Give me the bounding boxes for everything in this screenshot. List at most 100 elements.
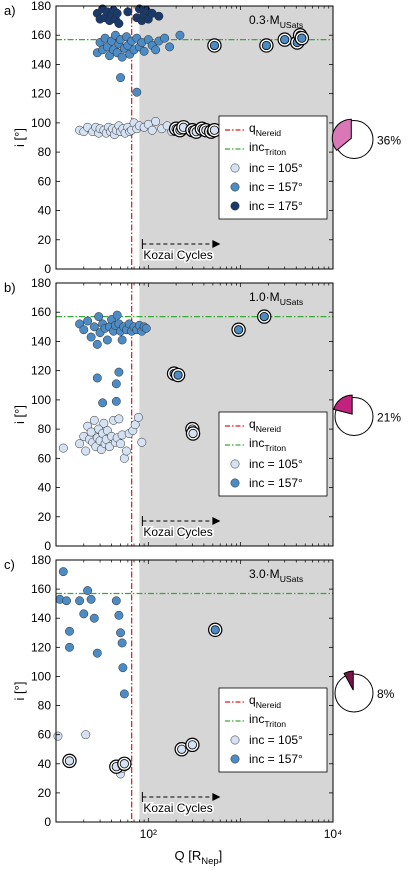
circled-point <box>280 35 290 45</box>
legend-q-label-main: q <box>249 693 256 707</box>
data-point <box>81 446 91 456</box>
data-point <box>160 33 170 43</box>
mass-label-sub: USats <box>280 574 304 584</box>
x-axis-label-end: ] <box>219 848 223 863</box>
y-tick-label: 100 <box>31 116 51 130</box>
data-point <box>141 323 151 333</box>
data-point <box>75 596 85 606</box>
legend-q-label-sub: Nereid <box>256 128 282 138</box>
y-tick-label: 20 <box>38 510 52 524</box>
data-point <box>58 567 68 577</box>
data-point <box>98 398 108 408</box>
kozai-arrow-head <box>212 517 221 525</box>
kozai-label: Kozai Cycles <box>143 525 212 539</box>
pie-chart <box>333 394 374 436</box>
y-tick-label: 60 <box>38 451 52 465</box>
y-tick-label: 160 <box>31 28 51 42</box>
panel-label: a) <box>4 3 16 18</box>
panel-label: c) <box>4 557 15 572</box>
y-tick-label: 100 <box>31 669 51 683</box>
kozai-label: Kozai Cycles <box>143 248 212 262</box>
legend-q-label-sub: Nereid <box>256 700 282 710</box>
data-point <box>119 689 129 699</box>
legend-series-label: inc = 105° <box>249 457 303 471</box>
pie-slice <box>333 394 353 415</box>
legend-inc-label-main: inc <box>249 712 264 726</box>
legend-q-label-main: q <box>249 417 256 431</box>
x-axis-label-sub: Nep <box>201 856 218 867</box>
circled-point <box>210 625 220 635</box>
data-point <box>65 626 74 636</box>
series-2 <box>75 310 151 408</box>
data-point <box>114 610 124 620</box>
y-tick-label: 60 <box>38 174 52 188</box>
pie-background <box>334 673 374 713</box>
data-point <box>151 45 161 55</box>
y-tick-label: 80 <box>38 145 52 159</box>
y-tick-label: 180 <box>31 0 51 13</box>
data-point <box>83 316 93 326</box>
data-point <box>117 638 127 648</box>
legend-marker <box>230 182 240 192</box>
data-point <box>133 412 143 422</box>
data-point <box>114 367 124 377</box>
circled-point <box>209 125 220 135</box>
pie-percent-label: 21% <box>377 411 401 425</box>
mass-label-main: 0.3·M <box>249 13 280 27</box>
data-point <box>117 335 127 345</box>
data-point <box>111 396 121 406</box>
circled-point <box>188 428 198 439</box>
legend-marker <box>230 163 240 173</box>
legend-series-label: inc = 105° <box>249 733 303 747</box>
y-tick-label: 140 <box>31 611 51 625</box>
y-tick-label: 20 <box>38 786 52 800</box>
mass-label-main: 1.0·M <box>249 290 280 304</box>
mass-label: 0.3·MUSats <box>249 13 303 30</box>
legend: qNereid incTriton inc = 105° inc = 157° <box>218 411 328 497</box>
axes-frame <box>55 282 334 547</box>
data-point <box>81 730 91 740</box>
legend-series-label: inc = 157° <box>249 752 303 766</box>
data-point <box>137 437 147 447</box>
circled-point <box>297 33 307 43</box>
data-point <box>92 648 102 658</box>
data-point <box>86 594 96 604</box>
data-point <box>151 116 161 126</box>
axes-frame <box>55 559 334 823</box>
kozai-arrow-head <box>212 240 221 248</box>
panel-1: 0 20 40 60 80 100 120 140 160 180 i [°] a) 0.3·MUSat… <box>4 0 401 276</box>
mass-label-main: 3.0·M <box>249 567 280 581</box>
x-axis-label-main: Q [R <box>175 848 202 863</box>
legend-q-label-sub: Nereid <box>256 424 282 434</box>
x-tick-label: 10⁴ <box>324 827 343 841</box>
data-point <box>89 322 99 332</box>
y-tick-label: 80 <box>38 699 52 713</box>
legend-series-label: inc = 157° <box>249 180 303 194</box>
legend-marker <box>230 478 240 488</box>
data-point <box>147 125 157 135</box>
x-tick-label: 10² <box>140 827 157 841</box>
y-tick-label: 120 <box>31 87 51 101</box>
y-tick-label: 160 <box>31 305 51 319</box>
y-tick-label: 40 <box>38 204 52 218</box>
panel-3: 0 20 40 60 80 100 120 140 160 180 10² 10⁴ i [°] c) 3.0… <box>4 553 395 867</box>
circled-point <box>177 744 187 754</box>
legend-q-label: qNereid <box>249 693 281 710</box>
data-point <box>86 427 96 437</box>
y-axis-label: i [°] <box>12 682 27 701</box>
data-point <box>79 609 89 619</box>
series-1 <box>58 412 147 463</box>
data-point <box>62 596 71 606</box>
data-point <box>132 87 142 97</box>
data-point <box>117 52 127 62</box>
data-point <box>111 379 121 389</box>
legend-marker <box>230 754 240 764</box>
circled-point <box>261 40 272 51</box>
data-point <box>139 46 149 56</box>
circled-points <box>62 622 223 774</box>
circled-points <box>166 309 272 441</box>
legend-inc-label: incTriton <box>249 712 286 729</box>
mass-label-sub: USats <box>280 20 304 30</box>
y-tick-label: 180 <box>31 276 51 290</box>
legend-inc-label-sub: Triton <box>264 147 286 157</box>
